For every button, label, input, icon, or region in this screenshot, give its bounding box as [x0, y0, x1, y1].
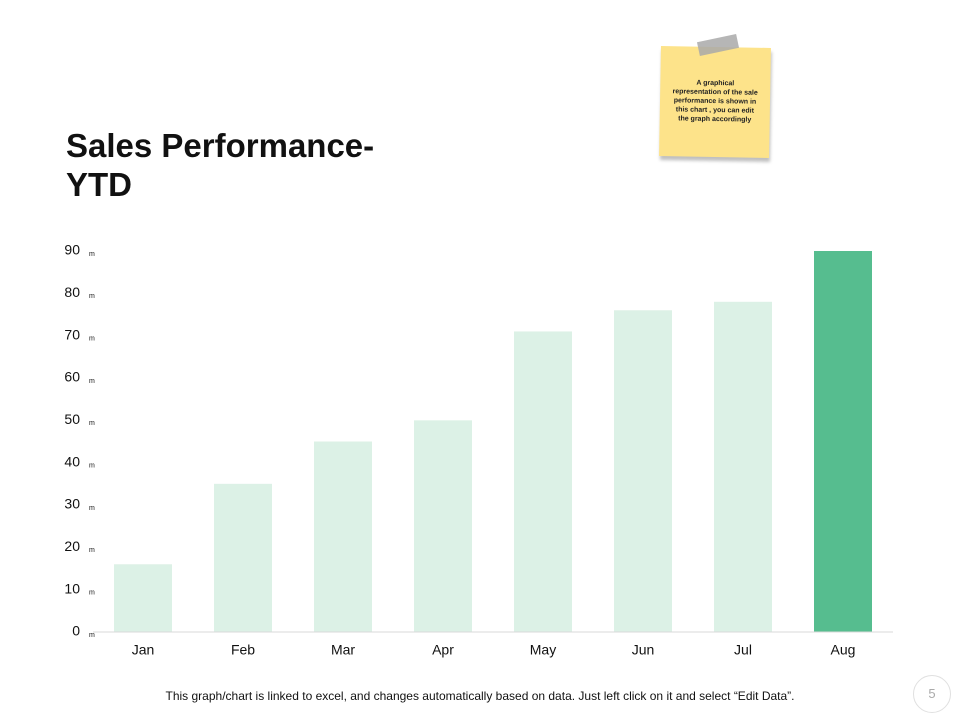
y-tick-label: 50 [64, 411, 80, 427]
x-tick-label: Jul [734, 642, 752, 658]
y-tick-label: 10 [64, 580, 80, 596]
bar [714, 301, 772, 632]
y-tick-label: 0 [72, 623, 80, 639]
bar [214, 483, 272, 632]
y-tick-unit: m [89, 293, 95, 300]
bar [314, 441, 372, 632]
y-tick-label: 60 [64, 369, 80, 385]
footer: This graph/chart is linked to excel, and… [165, 689, 795, 703]
x-tick-label: Mar [331, 642, 355, 658]
y-tick-unit: m [89, 505, 95, 512]
y-tick-unit: m [89, 463, 95, 470]
chart-title: Sales Performance- YTD [66, 127, 375, 203]
x-tick-label: May [530, 642, 556, 658]
y-tick-label: 40 [64, 453, 80, 469]
y-tick-label: 70 [64, 326, 80, 342]
bar [614, 310, 672, 632]
y-tick-unit: m [89, 632, 95, 639]
bar [514, 331, 572, 632]
x-tick-label: Apr [432, 642, 454, 658]
x-tick-label: Aug [831, 642, 856, 658]
y-tick-label: 30 [64, 496, 80, 512]
y-tick-unit: m [89, 590, 95, 597]
y-tick-label: 20 [64, 538, 80, 554]
bar [114, 564, 172, 632]
y-tick-unit: m [89, 336, 95, 343]
y-tick-unit: m [89, 547, 95, 554]
y-tick-unit: m [89, 378, 95, 385]
y-tick-label: 80 [64, 284, 80, 300]
y-tick-unit: m [89, 420, 95, 427]
bar [414, 420, 472, 632]
x-tick-label: Feb [231, 642, 255, 658]
page-number: 5 [913, 675, 951, 713]
y-tick-unit: m [89, 251, 95, 258]
x-tick-label: Jun [632, 642, 655, 658]
y-tick-label: 90 [64, 242, 80, 258]
x-tick-label: Jan [132, 642, 155, 658]
bar [814, 251, 872, 632]
